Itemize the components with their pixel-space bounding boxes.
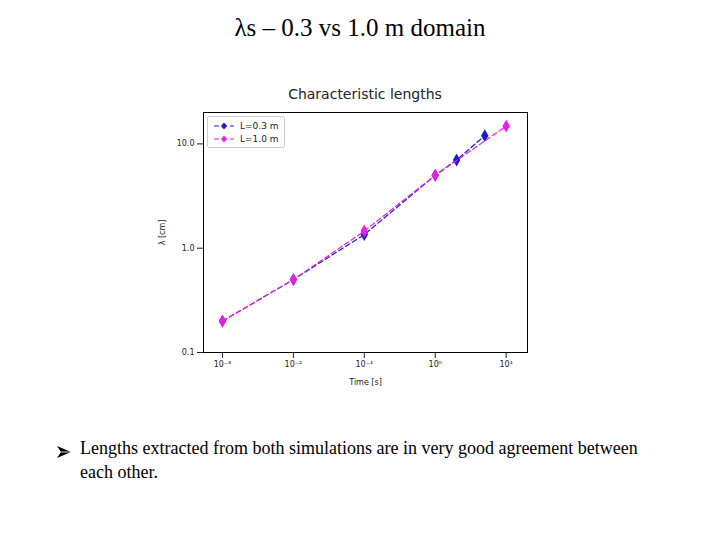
svg-text:λ [cm]: λ [cm] (158, 220, 167, 246)
svg-text:1.0: 1.0 (182, 244, 195, 253)
svg-text:10⁻¹: 10⁻¹ (356, 360, 374, 369)
svg-text:10⁰: 10⁰ (429, 360, 442, 369)
svg-text:0.1: 0.1 (182, 348, 195, 357)
svg-text:10⁻³: 10⁻³ (214, 360, 232, 369)
html-text:L=1.0 m: L=1.0 m (240, 133, 279, 144)
svg-text:10¹: 10¹ (499, 360, 512, 369)
svg-text:10⁻²: 10⁻² (285, 360, 303, 369)
html-text:L=0.3 m: L=0.3 m (240, 120, 279, 131)
html-text:λs – 0.3 vs 1.0 m domain: λs – 0.3 vs 1.0 m domain (234, 14, 486, 41)
svg-text:Time [s]: Time [s] (348, 378, 382, 387)
html-text:Characteristic lengths: Characteristic lengths (288, 86, 442, 102)
svg-text:10.0: 10.0 (177, 139, 195, 148)
html-text:Lengths extracted from both si: Lengths extracted from both simulations … (80, 438, 638, 482)
